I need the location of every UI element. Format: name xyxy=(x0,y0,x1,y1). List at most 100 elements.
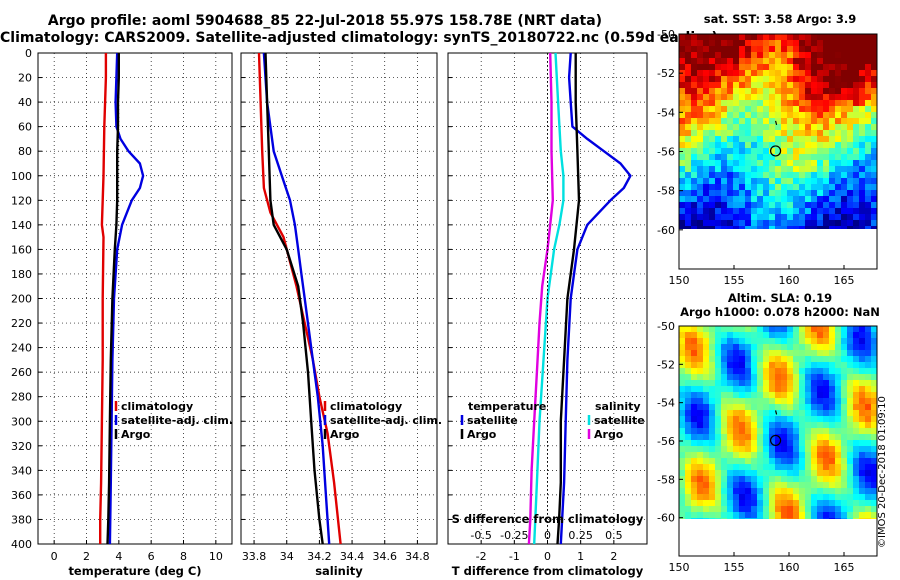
map-cell xyxy=(733,458,739,464)
map-cell xyxy=(817,422,823,428)
map-cell xyxy=(727,500,733,506)
series-line-argo xyxy=(264,52,324,545)
map-cell xyxy=(685,178,691,184)
map-cell xyxy=(865,500,871,506)
map-cell xyxy=(865,428,871,434)
map-cell xyxy=(709,196,715,202)
map-cell xyxy=(685,392,691,398)
legend-title-salinity: salinity xyxy=(595,400,641,413)
map-cell xyxy=(715,380,721,386)
map-cell xyxy=(721,458,727,464)
map-cell xyxy=(781,350,787,356)
map-cell xyxy=(751,338,757,344)
map-cell xyxy=(757,482,763,488)
map-cell xyxy=(763,196,769,202)
map-cell xyxy=(817,160,823,166)
map-cell xyxy=(805,130,811,136)
map-cell xyxy=(721,82,727,88)
map-cell xyxy=(739,446,745,452)
map-cell xyxy=(691,46,697,52)
map-cell xyxy=(787,404,793,410)
map-cell xyxy=(751,512,757,518)
map-cell xyxy=(757,202,763,208)
map-cell xyxy=(787,196,793,202)
map-cell xyxy=(859,476,865,482)
map-cell xyxy=(799,70,805,76)
map-cell xyxy=(727,46,733,52)
map-cell xyxy=(787,458,793,464)
map-cell xyxy=(739,34,745,40)
map-cell xyxy=(847,476,853,482)
map-cell xyxy=(787,350,793,356)
map-cell xyxy=(679,404,685,410)
map-cell xyxy=(679,380,685,386)
map-cell xyxy=(745,326,751,332)
map-cell xyxy=(829,202,835,208)
map-cell xyxy=(811,446,817,452)
map-cell xyxy=(823,130,829,136)
map-cell xyxy=(823,368,829,374)
map-cell xyxy=(679,446,685,452)
map-cell xyxy=(703,350,709,356)
map-cell xyxy=(721,380,727,386)
map-cell xyxy=(859,380,865,386)
map-cell xyxy=(811,226,817,229)
map-cell xyxy=(871,184,877,190)
map-cell xyxy=(841,464,847,470)
map-cell xyxy=(859,512,865,518)
map-cell xyxy=(775,76,781,82)
map-cell xyxy=(715,386,721,392)
map-cell xyxy=(853,112,859,118)
map-cell xyxy=(703,208,709,214)
map-cell xyxy=(709,386,715,392)
map-cell xyxy=(817,398,823,404)
map-cell xyxy=(709,100,715,106)
map-cell xyxy=(697,326,703,332)
map-cell xyxy=(691,136,697,142)
map-cell xyxy=(745,428,751,434)
map-cell xyxy=(793,106,799,112)
map-cell xyxy=(751,112,757,118)
map-cell xyxy=(859,130,865,136)
map-cell xyxy=(865,458,871,464)
map-cell xyxy=(775,190,781,196)
map-y-tick-label: -54 xyxy=(657,106,675,119)
map-cell xyxy=(763,184,769,190)
map-cell xyxy=(787,208,793,214)
y-tick-label: 80 xyxy=(18,145,32,158)
map-cell xyxy=(835,470,841,476)
map-cell xyxy=(739,94,745,100)
map-cell xyxy=(805,82,811,88)
map-cell xyxy=(859,76,865,82)
map-cell xyxy=(817,452,823,458)
map-cell xyxy=(787,190,793,196)
map-cell xyxy=(763,202,769,208)
map-cell xyxy=(811,356,817,362)
map-cell xyxy=(721,362,727,368)
map-cell xyxy=(823,112,829,118)
map-cell xyxy=(721,368,727,374)
map-cell xyxy=(853,196,859,202)
map-cell xyxy=(745,196,751,202)
map-cell xyxy=(697,392,703,398)
map-cell xyxy=(811,416,817,422)
map-cell xyxy=(739,476,745,482)
map-cell xyxy=(751,34,757,40)
map-cell xyxy=(757,112,763,118)
map-cell xyxy=(721,220,727,226)
map-cell xyxy=(841,356,847,362)
map-cell xyxy=(865,326,871,332)
map-cell xyxy=(703,422,709,428)
map-cell xyxy=(769,142,775,148)
map-cell xyxy=(703,368,709,374)
map-cell xyxy=(847,500,853,506)
map-cell xyxy=(835,476,841,482)
map-cell xyxy=(703,82,709,88)
map-cell xyxy=(781,458,787,464)
legend-title-temperature: temperature xyxy=(468,400,546,413)
map-cell xyxy=(685,142,691,148)
map-cell xyxy=(733,326,739,332)
map-cell xyxy=(757,160,763,166)
map-cell xyxy=(871,332,877,338)
map-cell xyxy=(787,142,793,148)
